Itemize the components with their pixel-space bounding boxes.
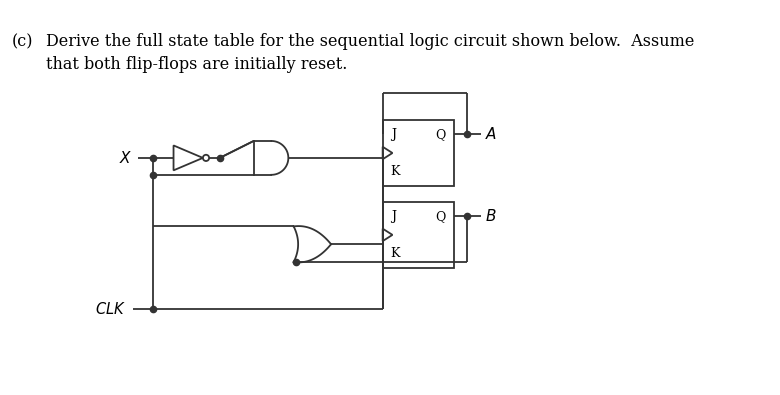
Text: J: J <box>391 128 395 141</box>
Text: $CLK$: $CLK$ <box>95 301 126 317</box>
Text: Q: Q <box>435 128 446 141</box>
Text: K: K <box>391 247 400 260</box>
Text: $A$: $A$ <box>485 126 497 142</box>
Text: that both flip-flops are initially reset.: that both flip-flops are initially reset… <box>46 56 348 73</box>
Text: Derive the full state table for the sequential logic circuit shown below.  Assum: Derive the full state table for the sequ… <box>46 33 695 50</box>
Text: (c): (c) <box>12 33 33 50</box>
Bar <box>383 201 454 268</box>
Bar <box>383 120 454 186</box>
Text: K: K <box>391 165 400 178</box>
Text: $X$: $X$ <box>119 150 133 166</box>
Text: Q: Q <box>435 210 446 223</box>
Text: J: J <box>391 210 395 223</box>
Text: $B$: $B$ <box>485 208 497 224</box>
